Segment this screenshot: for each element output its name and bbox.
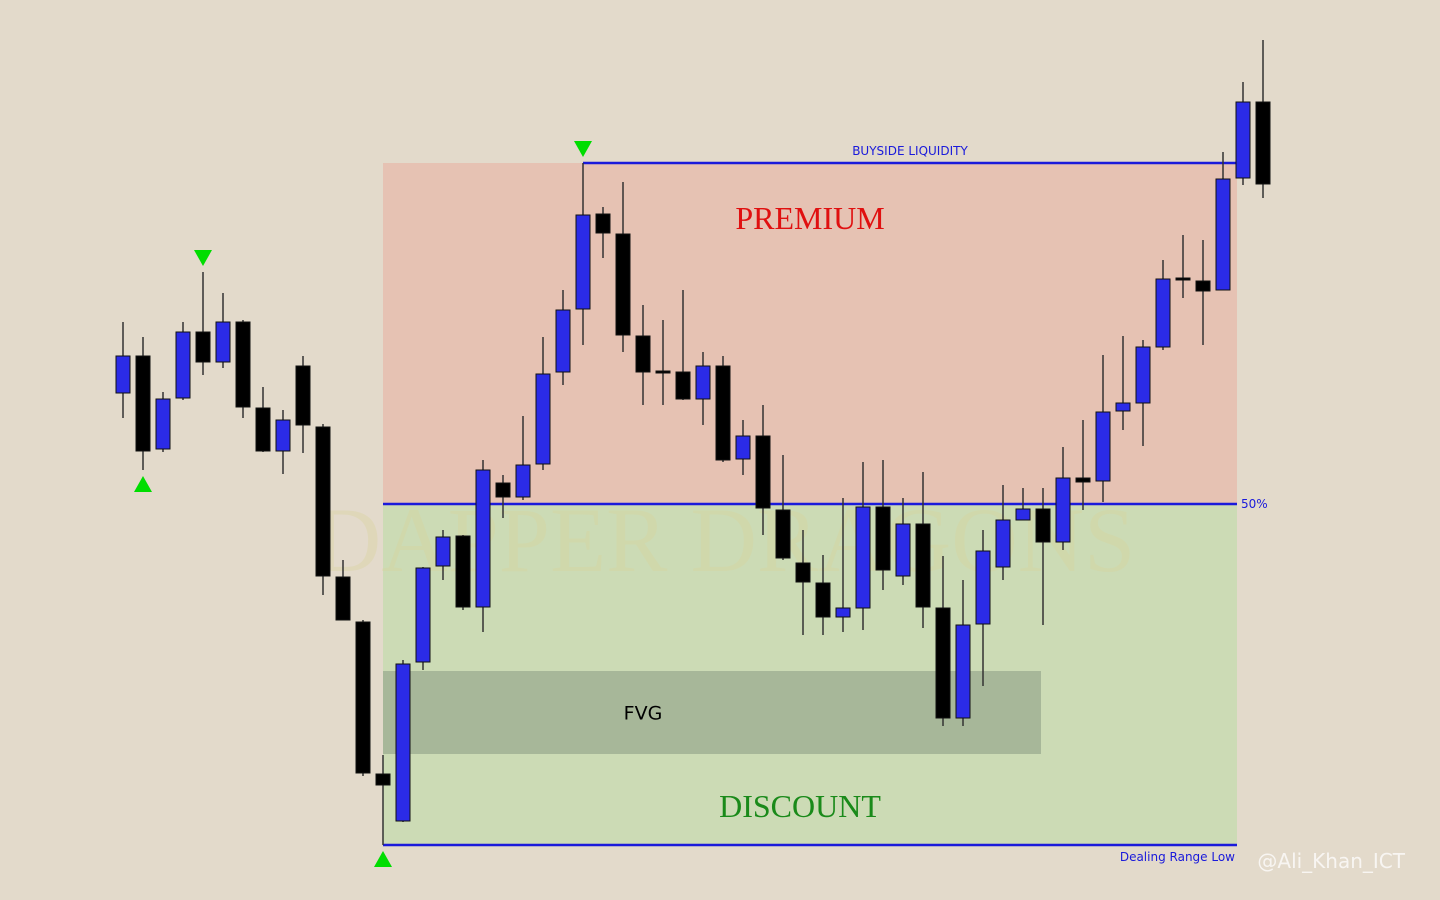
candle-body bbox=[795, 562, 811, 583]
candle-body bbox=[495, 482, 511, 498]
candle-body bbox=[1235, 101, 1251, 179]
candle-body bbox=[295, 365, 311, 426]
candle-body bbox=[255, 407, 271, 452]
candle-body bbox=[855, 506, 871, 609]
zone-label: PREMIUM bbox=[735, 200, 884, 236]
candle-body bbox=[355, 621, 371, 774]
candle-body bbox=[195, 331, 211, 363]
candle-body bbox=[975, 550, 991, 625]
level-label: BUYSIDE LIQUIDITY bbox=[852, 144, 968, 158]
candle-body bbox=[835, 607, 851, 618]
candle-body bbox=[215, 321, 231, 363]
candle-body bbox=[875, 506, 891, 571]
candle-body bbox=[715, 365, 731, 461]
candle-body bbox=[915, 523, 931, 608]
candle-body bbox=[175, 331, 191, 399]
candle-body bbox=[815, 582, 831, 618]
candle-body bbox=[935, 607, 951, 719]
candle-body bbox=[515, 464, 531, 498]
zone bbox=[383, 163, 1237, 504]
candle-body bbox=[275, 419, 291, 452]
candle-body bbox=[1075, 477, 1091, 483]
candle-body bbox=[695, 365, 711, 400]
candle-body bbox=[115, 355, 131, 394]
candle-body bbox=[635, 335, 651, 373]
candle-body bbox=[675, 371, 691, 400]
candle-body bbox=[735, 435, 751, 460]
zone-label: DISCOUNT bbox=[719, 788, 881, 824]
candle-body bbox=[435, 536, 451, 567]
credit: @Ali_Khan_ICT bbox=[1257, 849, 1405, 873]
candle-body bbox=[755, 435, 771, 509]
fvg-zone bbox=[383, 671, 1041, 754]
candle-body bbox=[1095, 411, 1111, 482]
candle-body bbox=[775, 509, 791, 559]
candle-body bbox=[655, 370, 671, 374]
candle-body bbox=[1115, 402, 1131, 412]
candle-body bbox=[395, 663, 411, 822]
candle-body bbox=[155, 398, 171, 450]
candle-body bbox=[615, 233, 631, 336]
candle-body bbox=[1035, 508, 1051, 543]
candle-body bbox=[1015, 508, 1031, 521]
candle-body bbox=[1155, 278, 1171, 348]
candle-body bbox=[1135, 346, 1151, 404]
candle-body bbox=[1175, 277, 1191, 281]
candle-body bbox=[535, 373, 551, 465]
candle-body bbox=[475, 469, 491, 608]
candle-body bbox=[575, 214, 591, 310]
candle-body bbox=[335, 576, 351, 621]
candle-body bbox=[555, 309, 571, 373]
candle-body bbox=[1215, 178, 1231, 291]
swing-low-marker bbox=[134, 476, 152, 492]
candle-body bbox=[135, 355, 151, 452]
candle-body bbox=[1195, 280, 1211, 292]
swing-high-marker bbox=[574, 141, 592, 157]
candle-body bbox=[455, 535, 471, 608]
fvg-label: FVG bbox=[624, 703, 663, 725]
level-label: Dealing Range Low bbox=[1120, 850, 1235, 864]
candle-body bbox=[895, 523, 911, 577]
level-label: 50% bbox=[1241, 497, 1268, 511]
swing-high-marker bbox=[194, 250, 212, 266]
candle-body bbox=[1055, 477, 1071, 543]
swing-low-marker bbox=[374, 851, 392, 867]
candle-body bbox=[315, 426, 331, 577]
candle-body bbox=[235, 321, 251, 408]
candle-body bbox=[375, 773, 391, 786]
candle-body bbox=[955, 624, 971, 719]
candle-body bbox=[995, 519, 1011, 568]
candle-body bbox=[1255, 101, 1271, 185]
candle-body bbox=[595, 213, 611, 234]
candle-body bbox=[415, 567, 431, 663]
